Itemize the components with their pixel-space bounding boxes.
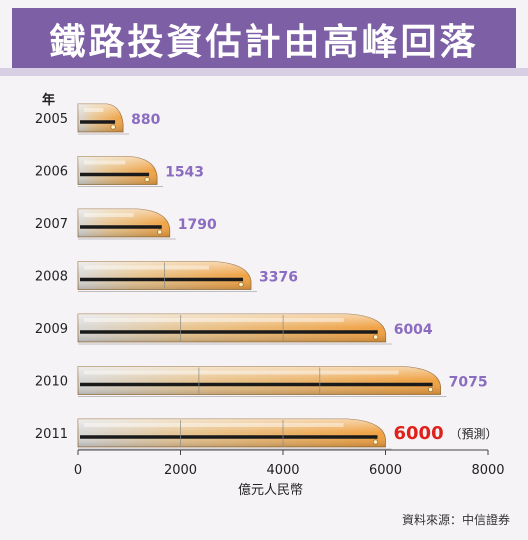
category-label: 2011 <box>35 427 68 442</box>
train-windows <box>84 160 126 165</box>
bar-shading <box>78 314 386 342</box>
train-stripe <box>80 225 162 229</box>
x-axis-label: 億元人民幣 <box>238 482 303 498</box>
data-label: 880 <box>131 112 160 128</box>
data-label: 3376 <box>259 270 298 286</box>
headlight <box>428 386 434 392</box>
category-label: 2008 <box>35 270 68 285</box>
x-tick-label: 8000 <box>471 463 504 478</box>
data-label: 7075 <box>449 375 488 391</box>
data-label: 1543 <box>165 165 204 181</box>
train-windows <box>84 370 399 375</box>
train-stripe <box>80 435 378 439</box>
category-label: 2005 <box>35 112 68 127</box>
headlight <box>372 439 378 445</box>
train-stripe <box>80 172 150 177</box>
data-label: 1790 <box>178 217 217 233</box>
bar-shading <box>78 419 386 447</box>
train-windows <box>84 108 104 112</box>
banner-underline <box>0 68 528 76</box>
forecast-note: （預測） <box>450 427 498 441</box>
source-note: 資料來源：中信證券 <box>402 512 510 527</box>
headlight <box>157 229 163 235</box>
headlight <box>373 334 379 340</box>
train-windows <box>84 318 344 322</box>
bar-row-2011: 2011 6000 （預測） <box>35 418 498 450</box>
train-windows <box>84 423 344 427</box>
bar-row-2006: 2006 1543 <box>35 156 204 187</box>
x-tick-label: 2000 <box>164 463 197 478</box>
x-tick-label: 4000 <box>266 463 299 478</box>
train-stripe <box>80 277 244 282</box>
bar-row-2008: 2008 3376 <box>35 261 298 292</box>
train-stripe <box>80 330 378 334</box>
category-label: 2010 <box>35 375 68 390</box>
headlight <box>144 177 150 183</box>
bar-row-2009: 2009 6004 <box>35 313 433 345</box>
category-label: 2009 <box>35 322 68 337</box>
bar-shading <box>78 209 170 237</box>
bar-row-2007: 2007 1790 <box>35 208 217 240</box>
train-stripe <box>80 382 433 387</box>
x-tick-label: 0 <box>74 463 82 478</box>
headlight <box>238 281 244 287</box>
bar-shading <box>78 156 158 185</box>
category-label: 2007 <box>35 217 68 232</box>
x-axis: 0 2000 4000 6000 8000 <box>74 449 505 478</box>
chart-title: 鐵路投資估計由高峰回落 <box>49 22 479 63</box>
train-windows <box>84 265 210 270</box>
data-label: 6004 <box>394 322 433 338</box>
train-stripe <box>80 120 116 124</box>
category-label: 2006 <box>35 165 68 180</box>
bar-shading <box>78 366 441 395</box>
bar-row-2010: 2010 7075 <box>35 366 488 397</box>
bar-row-2005: 2005 880 <box>35 103 161 135</box>
year-unit-label: 年 <box>42 92 55 108</box>
headlight <box>110 124 116 130</box>
title-banner: 鐵路投資估計由高峰回落 <box>12 8 516 70</box>
forecast-value-label: 6000 <box>394 423 444 444</box>
train-windows <box>84 213 134 217</box>
x-tick-label: 6000 <box>369 463 402 478</box>
